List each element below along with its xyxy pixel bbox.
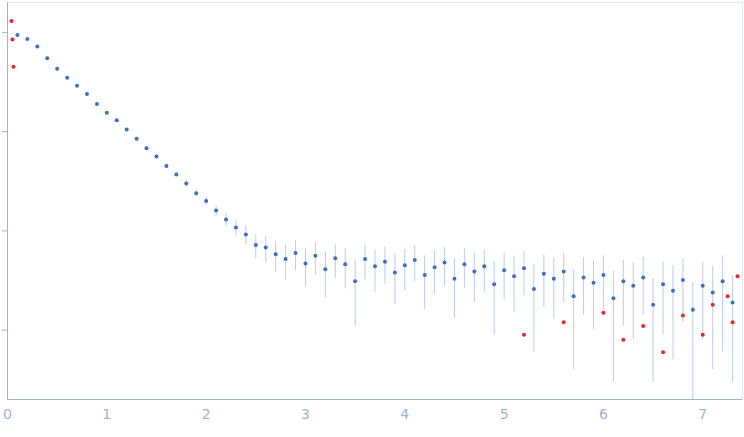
svg-text:5: 5 [500, 406, 509, 422]
svg-text:7: 7 [698, 406, 707, 422]
svg-text:6: 6 [599, 406, 608, 422]
svg-text:1: 1 [102, 406, 111, 422]
svg-text:3: 3 [301, 406, 310, 422]
svg-text:4: 4 [400, 406, 409, 422]
svg-text:2: 2 [202, 406, 211, 422]
svg-text:0: 0 [3, 406, 12, 422]
